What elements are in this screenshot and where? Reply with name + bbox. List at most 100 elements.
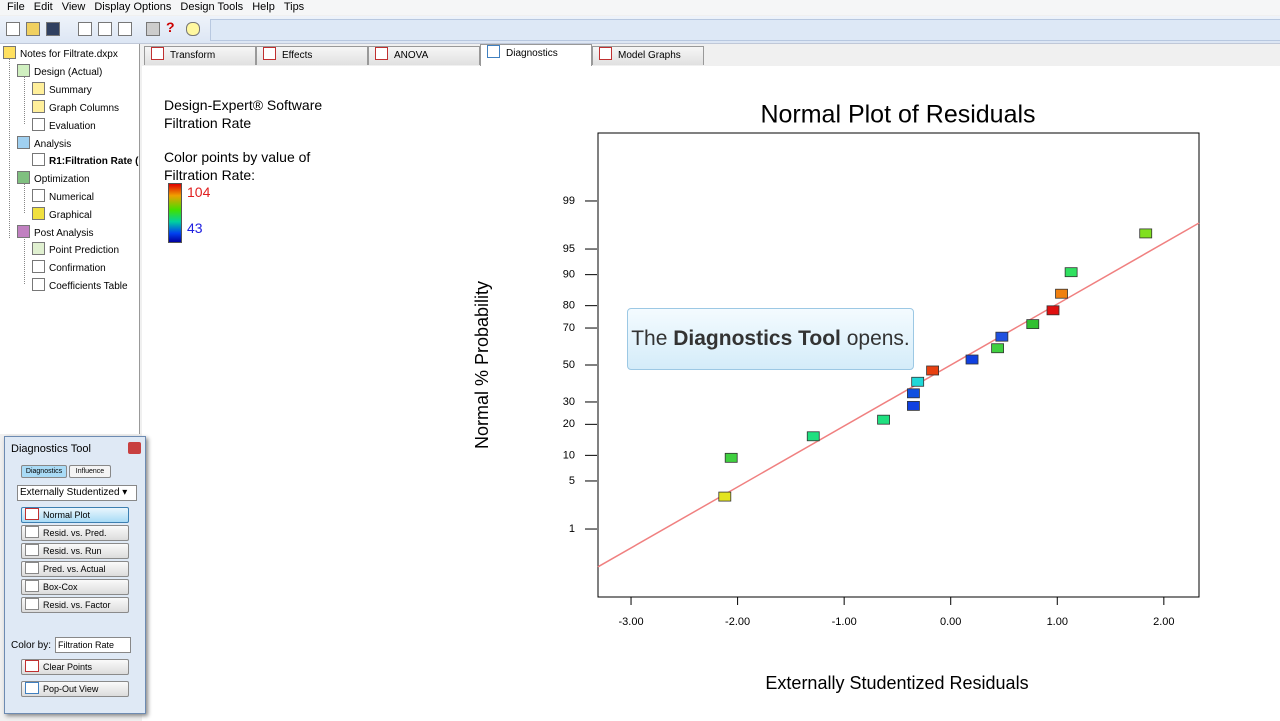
y-axis-label: Normal % Probability (472, 281, 492, 449)
data-point (907, 400, 920, 411)
tree-node[interactable]: Analysis (17, 136, 71, 151)
data-point (1139, 228, 1153, 239)
data-point (911, 376, 925, 387)
tab[interactable]: Transform (144, 46, 256, 65)
y-tick-label: 20 (563, 418, 575, 430)
info-text: Filtration Rate (164, 115, 252, 131)
chart-title: Normal Plot of Residuals (760, 101, 1035, 129)
content-area (142, 66, 1280, 721)
data-point (1026, 319, 1040, 330)
tree-node[interactable]: Coefficients Table (32, 278, 128, 293)
tree-node[interactable]: Design (Actual) (17, 64, 102, 79)
tab-strip: Transform Effects ANOVA Diagnostics Mode… (142, 44, 1280, 67)
data-point (926, 365, 939, 376)
tree-node[interactable]: Evaluation (32, 118, 96, 133)
data-point (1055, 288, 1068, 299)
plot-button[interactable]: Pred. vs. Actual (21, 561, 129, 577)
data-point (718, 491, 732, 502)
plot-button[interactable]: Normal Plot (21, 507, 129, 523)
y-tick-label: 5 (569, 475, 575, 487)
y-tick-label: 30 (563, 396, 575, 408)
mode-button[interactable]: Influence (69, 465, 111, 478)
save-button[interactable] (46, 22, 60, 36)
x-tick-label: 1.00 (1047, 616, 1068, 628)
action-button[interactable]: Pop-Out View (21, 681, 129, 697)
toolbar-strip (210, 19, 1280, 41)
data-point (806, 431, 820, 442)
menu-item[interactable]: Display Options (94, 1, 172, 13)
tree-node[interactable]: Numerical (32, 189, 94, 204)
y-tick-label: 90 (563, 269, 575, 281)
x-tick-label: 2.00 (1153, 616, 1174, 628)
data-point (877, 414, 890, 425)
tab[interactable]: Effects (256, 46, 368, 65)
tree-node[interactable]: Post Analysis (17, 225, 93, 240)
color-by-dropdown[interactable]: Filtration Rate (55, 637, 131, 653)
info-text: Filtration Rate: (164, 167, 256, 183)
data-point (965, 354, 979, 365)
y-tick-label: 99 (563, 195, 575, 207)
data-point (1046, 305, 1060, 316)
plot-button[interactable]: Resid. vs. Pred. (21, 525, 129, 541)
tips-button[interactable] (186, 22, 200, 36)
color-by-label: Color by: (11, 640, 52, 651)
mode-button[interactable]: Diagnostics (21, 465, 67, 478)
y-tick-label: 70 (563, 322, 575, 334)
info-text: Design-Expert® Software (164, 97, 323, 113)
menu-item[interactable]: Tips (283, 1, 305, 13)
chart: Normal Plot of Residuals Externally Stud… (472, 101, 1200, 693)
open-button[interactable] (26, 22, 40, 36)
menu-item[interactable]: Design Tools (180, 1, 244, 13)
tree-node[interactable]: R1:Filtration Rate ( (32, 153, 138, 168)
residual-dropdown[interactable]: Externally Studentized ▾ (17, 485, 137, 501)
fit-line (597, 222, 1200, 568)
data-point (1064, 267, 1078, 278)
tree-node[interactable]: Graph Columns (32, 100, 119, 115)
menu-item[interactable]: View (61, 1, 86, 13)
y-tick-label: 1 (569, 523, 575, 535)
y-tick-label: 80 (563, 300, 575, 312)
tree-node[interactable]: Graphical (32, 207, 92, 222)
color-min-label: 43 (187, 220, 203, 236)
info-text: Color points by value of (164, 149, 311, 165)
new-button[interactable] (6, 22, 20, 36)
action-button[interactable]: Clear Points (21, 659, 129, 675)
tree-node[interactable]: Confirmation (32, 260, 106, 275)
plot-button[interactable]: Box-Cox (21, 579, 129, 595)
color-max-label: 104 (187, 184, 211, 200)
menu-item[interactable]: Help (252, 1, 275, 13)
plot-frame (597, 132, 1200, 598)
menu-item[interactable]: File (7, 1, 25, 13)
plot-button[interactable]: Resid. vs. Run (21, 543, 129, 559)
tree-node[interactable]: Summary (32, 82, 92, 97)
menu-bar: File Edit View Display Options Design Tools H… (0, 0, 1280, 15)
data-point (995, 331, 1009, 342)
paste-button[interactable] (118, 22, 132, 36)
help-button[interactable]: ? (166, 19, 175, 35)
tab[interactable]: ANOVA (368, 46, 480, 65)
data-point (724, 452, 738, 463)
y-tick-label: 50 (563, 359, 575, 371)
plot-button[interactable]: Resid. vs. Factor (21, 597, 129, 613)
color-scale (168, 183, 182, 243)
tab[interactable]: Model Graphs (592, 46, 704, 65)
tree-node[interactable]: Notes for Filtrate.dxpx (3, 46, 118, 61)
tree-node[interactable]: Point Prediction (32, 242, 119, 257)
tree-node[interactable]: Optimization (17, 171, 90, 186)
copy-button[interactable] (98, 22, 112, 36)
toolbar: ? (0, 16, 1280, 44)
close-button[interactable] (128, 442, 141, 454)
menu-item[interactable]: Edit (33, 1, 53, 13)
x-axis-label: Externally Studentized Residuals (765, 673, 1028, 693)
x-tick-label: -1.00 (832, 616, 857, 628)
graph-info: Design-Expert® Software Filtration Rate … (164, 96, 322, 184)
tab[interactable]: Diagnostics (480, 44, 592, 67)
y-tick-label: 10 (563, 449, 575, 461)
x-tick-label: -3.00 (618, 616, 643, 628)
print-button[interactable] (146, 22, 160, 36)
cut-button[interactable] (78, 22, 92, 36)
diagnostics-tool-panel: Diagnostics Tool Diagnostics Influence E… (4, 436, 146, 714)
y-tick-label: 95 (563, 243, 575, 255)
navigation-tree: Notes for Filtrate.dxpx Design (Actual) … (0, 44, 140, 434)
x-tick-label: 0.00 (940, 616, 961, 628)
